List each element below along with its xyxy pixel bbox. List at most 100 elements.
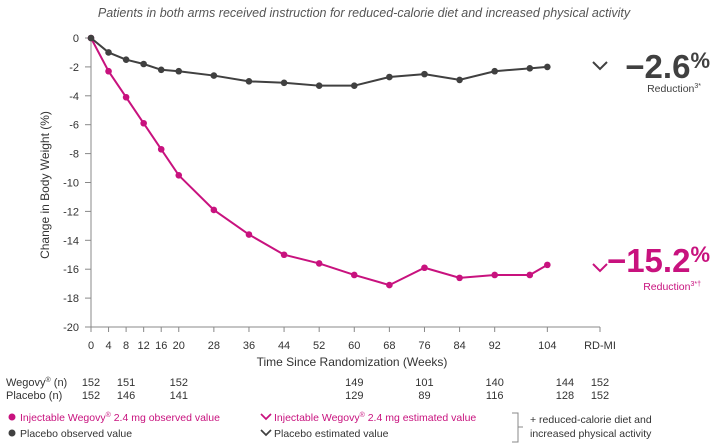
y-tick-label: 0 — [73, 33, 79, 45]
y-tick-label: -12 — [63, 206, 79, 218]
wegovy-point — [456, 274, 463, 282]
n-value: 128 — [556, 390, 574, 402]
placebo-point — [386, 73, 393, 81]
wegovy-point — [280, 251, 288, 259]
wegovy-point — [315, 260, 323, 267]
placebo-point — [245, 78, 253, 85]
placebo-line — [90, 37, 548, 87]
wegovy-point — [526, 271, 534, 279]
placebo-point — [175, 67, 183, 75]
y-tick-label: -2 — [69, 62, 79, 74]
x-tick-label: 4 — [105, 340, 111, 352]
legend-placebo-chevron-icon — [260, 429, 272, 437]
y-tick-label: -18 — [63, 293, 79, 305]
legend-wegovy-dot-icon — [8, 413, 16, 421]
n-value: 149 — [345, 377, 363, 389]
legend: Injectable Wegovy® 2.4 mg observed value… — [8, 411, 652, 443]
n-value: 144 — [556, 377, 574, 389]
placebo-point — [456, 76, 463, 84]
placebo-point — [210, 72, 218, 79]
x-tick-label: 84 — [453, 340, 465, 352]
y-tick-label: -4 — [69, 91, 79, 103]
axes — [90, 38, 600, 328]
wegovy-point — [175, 171, 183, 179]
wegovy-point — [350, 271, 358, 279]
legend-note-line-2: increased physical activity — [530, 428, 652, 440]
placebo-point — [315, 82, 323, 89]
placebo-reduction-value: −2.6% — [625, 48, 710, 85]
n-value: 151 — [117, 377, 135, 389]
legend-wegovy-label: Injectable Wegovy® 2.4 mg observed value — [20, 411, 220, 424]
n-value: 89 — [418, 390, 430, 402]
y-tick-label: -20 — [63, 322, 79, 334]
wegovy-point — [421, 264, 428, 272]
placebo-point — [544, 63, 551, 71]
x-axis-label: Time Since Randomization (Weeks) — [257, 355, 448, 369]
n-value: 152 — [82, 390, 100, 402]
placebo-point — [87, 34, 95, 42]
y-tick-label: -6 — [69, 120, 79, 132]
legend-placebo-label: Placebo observed value — [20, 428, 132, 440]
placebo-point — [140, 60, 147, 68]
x-tick-label: 36 — [243, 340, 255, 352]
y-axis-ticks: 0 -2 -4 -6 -8 -10 -12 -14 -16 -18 -20 — [63, 33, 91, 334]
legend-placebo-dot-icon — [8, 429, 16, 437]
y-tick-label: -16 — [63, 264, 79, 276]
data-series — [87, 34, 551, 289]
n-value: 101 — [415, 377, 433, 389]
wegovy-point — [386, 281, 393, 289]
legend-wegovy-chevron-icon — [260, 413, 272, 421]
placebo-point — [157, 66, 165, 74]
n-value: 152 — [591, 390, 609, 402]
wegovy-estimated-chevron — [592, 263, 608, 273]
x-tick-label: 0 — [88, 340, 94, 352]
x-tick-label: 16 — [155, 340, 167, 352]
y-tick-label: -8 — [69, 149, 79, 161]
placebo-point — [421, 70, 428, 78]
x-tick-label: 52 — [313, 340, 325, 352]
placebo-point — [122, 56, 130, 63]
legend-bracket — [512, 412, 523, 443]
placebo-reduction-label: Reduction3* — [647, 83, 701, 95]
n-row-label: Wegovy® (n) — [6, 376, 67, 389]
wegovy-point — [140, 119, 147, 127]
x-tick-label: 92 — [489, 340, 501, 352]
n-row-label: Placebo (n) — [6, 390, 62, 402]
x-tick-label: 68 — [383, 340, 395, 352]
n-value: 141 — [170, 390, 188, 402]
wegovy-reduction-value: −15.2% — [607, 242, 710, 279]
n-value: 152 — [170, 377, 188, 389]
x-tick-label: 12 — [138, 340, 150, 352]
wegovy-point — [210, 206, 218, 214]
x-tick-label: 76 — [418, 340, 430, 352]
n-value: 146 — [117, 390, 135, 402]
n-value: 116 — [486, 390, 504, 402]
result-callouts: −2.6%Reduction3* −15.2% Reduction3*† — [592, 48, 710, 293]
legend-note-line-1: + reduced-calorie diet and — [530, 414, 652, 426]
y-tick-label: -14 — [63, 235, 79, 247]
n-value: 140 — [486, 377, 504, 389]
wegovy-point — [122, 93, 130, 101]
wegovy-point — [544, 261, 551, 269]
wegovy-point — [157, 145, 165, 153]
n-value: 129 — [345, 390, 363, 402]
x-tick-label: 104 — [538, 340, 556, 352]
legend-placebo-label: Placebo estimated value — [274, 428, 389, 440]
placebo-estimated-chevron — [592, 61, 608, 71]
placebo-point — [280, 79, 288, 87]
x-axis-ticks: 0 4 8 12 16 20 28 36 44 52 60 68 76 84 92 104 RD-MI — [88, 327, 616, 352]
y-axis-label: Change in Body Weight (%) — [38, 111, 52, 259]
legend-wegovy-label: Injectable Wegovy® 2.4 mg estimated valu… — [274, 411, 476, 424]
placebo-point — [350, 82, 358, 89]
x-tick-label: 20 — [173, 340, 185, 352]
x-tick-label: 44 — [278, 340, 290, 352]
x-tick-label: 28 — [208, 340, 220, 352]
y-tick-label: -10 — [63, 178, 79, 190]
placebo-point — [526, 65, 534, 72]
chart-subtitle: Patients in both arms received instructi… — [98, 6, 631, 20]
wegovy-point — [245, 231, 253, 238]
placebo-point — [105, 49, 112, 56]
n-value: 152 — [82, 377, 100, 389]
wegovy-point — [491, 271, 498, 279]
